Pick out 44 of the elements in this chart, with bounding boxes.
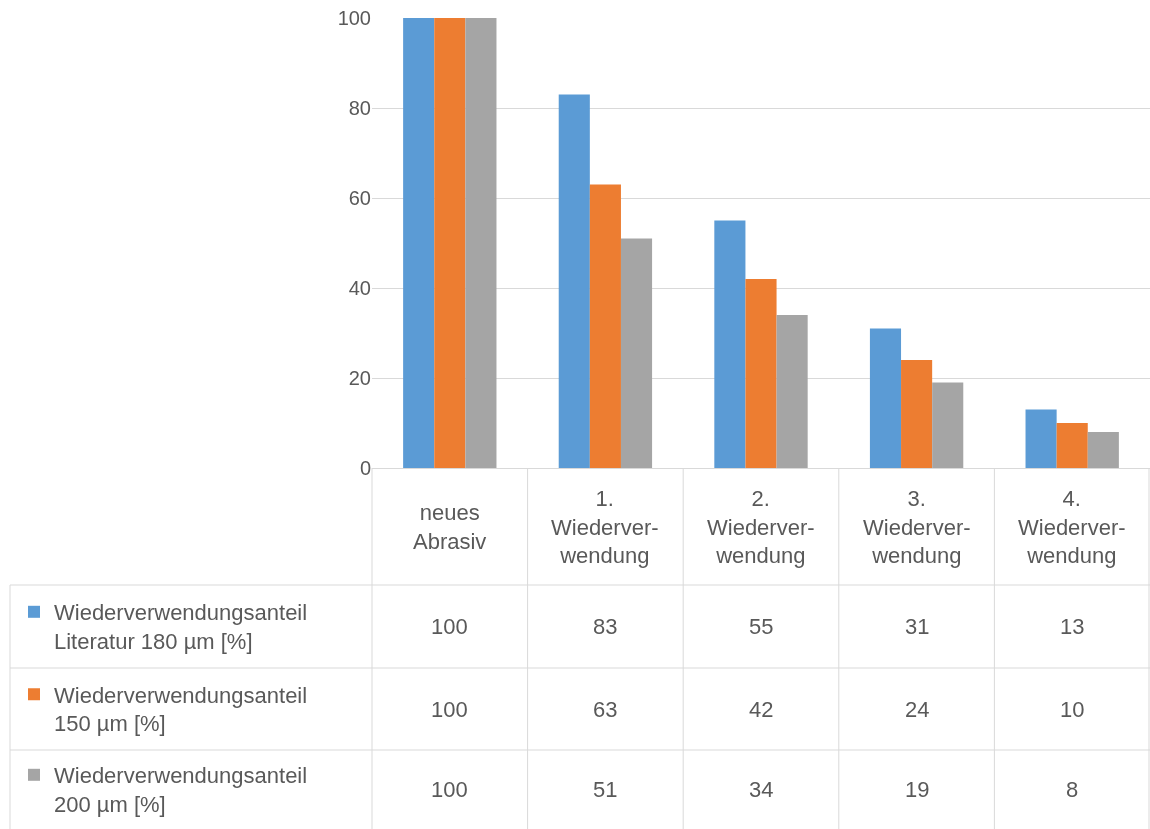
x-tick-label: 1. Wiederver- wendung <box>551 486 659 569</box>
y-tick-label: 0 <box>359 457 371 479</box>
x-tick-label: neues Abrasiv <box>413 500 487 554</box>
y-tick-label: 40 <box>348 277 371 299</box>
x-tick-label: 2. Wiederver- wendung <box>707 486 815 569</box>
data-label: 31 <box>905 614 930 639</box>
bar <box>465 18 497 468</box>
data-label: 63 <box>593 697 618 722</box>
bar <box>714 220 746 468</box>
x-tick-label: 4. Wiederver- wendung <box>1018 486 1126 569</box>
bar <box>620 238 653 468</box>
y-tick-label: 100 <box>337 7 371 29</box>
bar <box>558 94 590 468</box>
bar <box>403 18 435 468</box>
data-label: 55 <box>749 614 774 639</box>
data-label: 51 <box>593 777 618 802</box>
bar <box>901 360 933 468</box>
bar <box>1056 423 1088 468</box>
bar <box>589 184 621 468</box>
data-label: 13 <box>1060 614 1085 639</box>
data-label: 100 <box>431 777 468 802</box>
legend-label: Wiederverwendungsanteil 200 µm [%] <box>54 763 308 817</box>
data-label: 100 <box>431 697 468 722</box>
data-label: 34 <box>749 777 774 802</box>
legend-label: Wiederverwendungsanteil 150 µm [%] <box>54 682 308 737</box>
y-tick-label: 60 <box>348 187 371 209</box>
bar <box>869 328 902 468</box>
bar <box>434 18 466 468</box>
data-label: 19 <box>905 777 930 802</box>
y-tick-label: 80 <box>348 97 371 119</box>
x-tick-label: 3. Wiederver- wendung <box>863 486 971 569</box>
bar <box>776 315 808 468</box>
y-tick-label: 20 <box>348 367 371 389</box>
bar <box>932 382 964 468</box>
data-label: 8 <box>1066 777 1079 802</box>
data-label: 42 <box>749 697 774 722</box>
bar <box>1025 409 1057 468</box>
data-label: 24 <box>905 697 930 722</box>
data-label: 100 <box>431 614 468 639</box>
data-label: 10 <box>1060 697 1085 722</box>
bar <box>745 279 777 468</box>
legend-label: Wiederverwendungsanteil Literatur 180 µm [%] <box>54 600 308 654</box>
bar <box>1087 432 1119 468</box>
data-label: 83 <box>593 614 618 639</box>
